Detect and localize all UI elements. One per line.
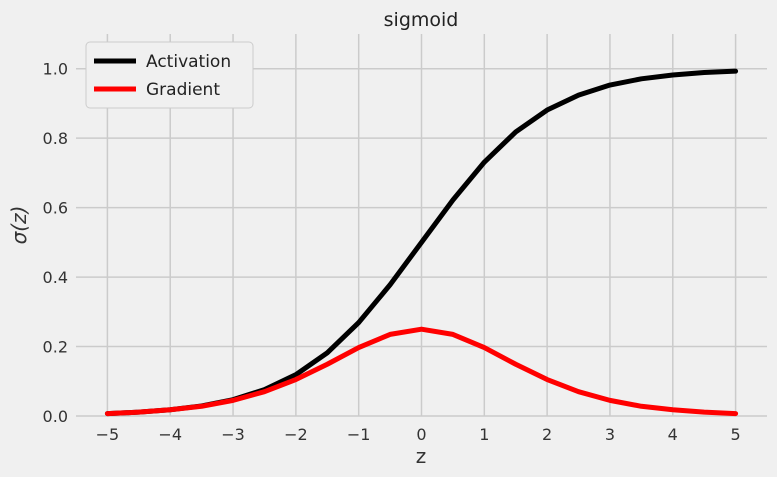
y-tick-label: 0.0: [43, 407, 68, 426]
series-lines: [104, 68, 739, 417]
x-tick-label: 1: [479, 425, 489, 444]
y-tick-label: 1.0: [43, 60, 68, 79]
x-tick-label: −2: [284, 425, 308, 444]
y-tick-label: 0.6: [43, 199, 68, 218]
y-tick-label: 0.8: [43, 129, 68, 148]
x-tick-labels: −5 −4 −3 −2 −1 0 1 2 3 4 5: [96, 425, 741, 444]
x-tick-label: −1: [347, 425, 371, 444]
x-tick-label: −3: [221, 425, 245, 444]
y-tick-label: 0.2: [43, 338, 68, 357]
x-tick-label: −5: [96, 425, 120, 444]
legend: Activation Gradient: [85, 41, 254, 109]
series-line-gradient: [104, 326, 739, 417]
y-axis-label: σ(z): [7, 206, 31, 245]
legend-label-gradient: Gradient: [146, 80, 220, 100]
x-tick-label: 5: [730, 425, 740, 444]
x-tick-label: 0: [416, 425, 426, 444]
y-tick-label: 0.4: [43, 268, 68, 287]
x-tick-label: 3: [605, 425, 615, 444]
x-tick-label: 4: [668, 425, 678, 444]
x-tick-label: −4: [158, 425, 182, 444]
y-tick-labels: 0.0 0.2 0.4 0.6 0.8 1.0: [43, 60, 68, 426]
x-tick-label: 2: [542, 425, 552, 444]
legend-label-activation: Activation: [146, 52, 231, 72]
x-axis-label: z: [416, 444, 427, 468]
chart-title: sigmoid: [384, 9, 459, 31]
